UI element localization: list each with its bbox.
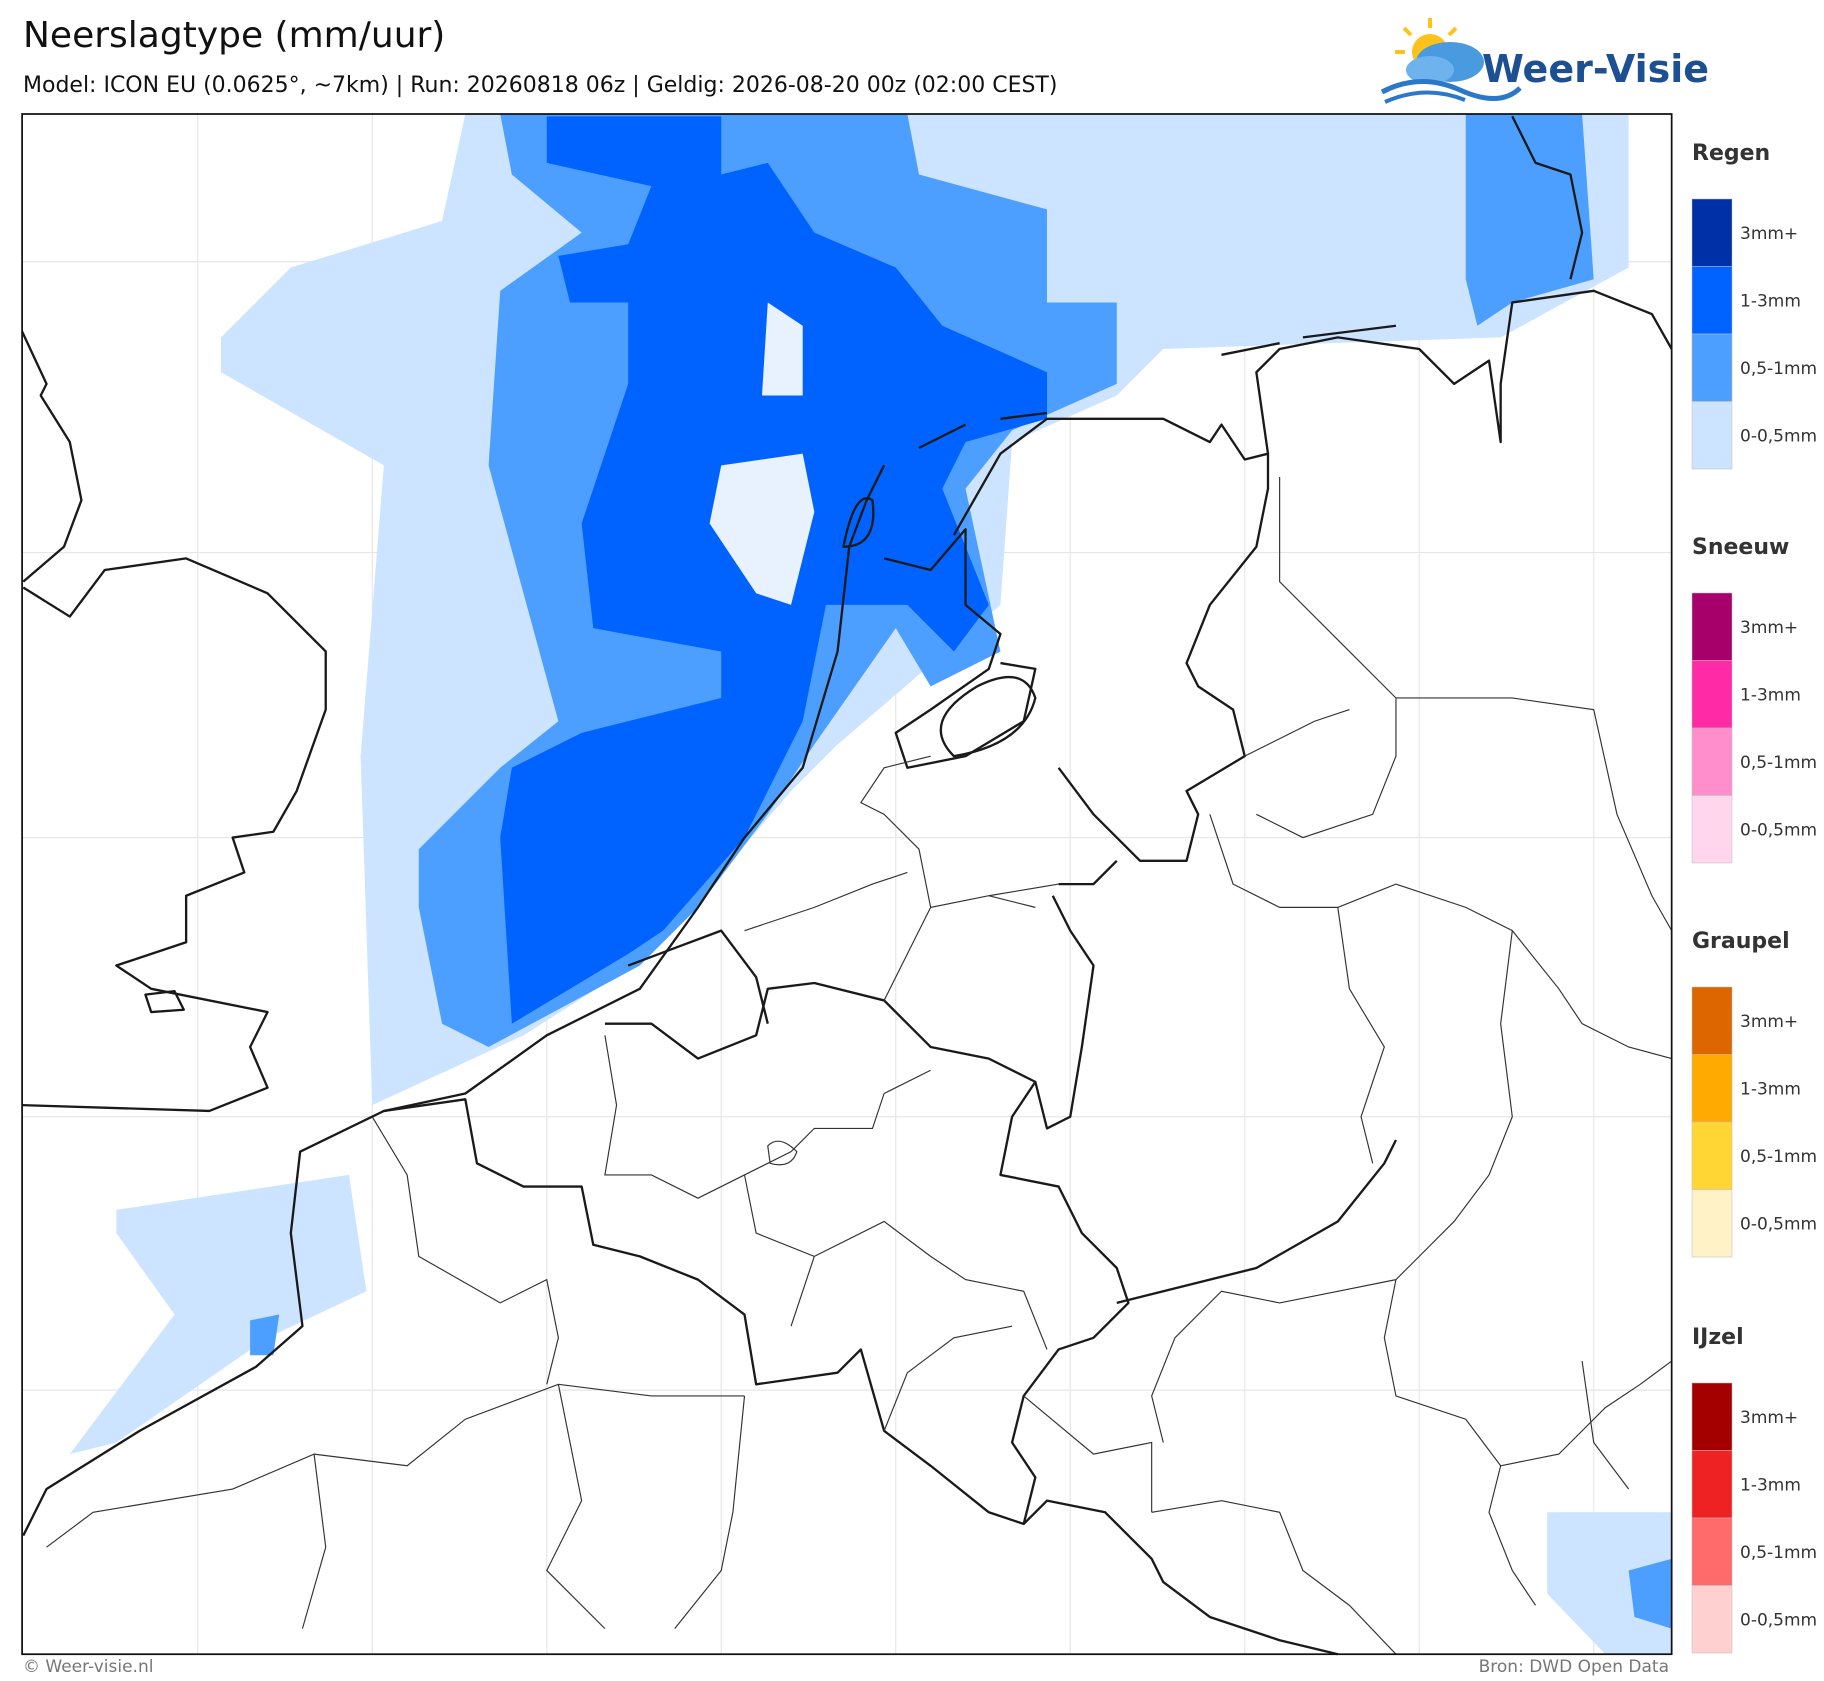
legend-label: 3mm+ bbox=[1740, 618, 1798, 638]
legend-label: 1-3mm bbox=[1740, 291, 1801, 311]
legend-swatch bbox=[1691, 1450, 1733, 1519]
footer-credit: © Weer-visie.nl bbox=[23, 1657, 153, 1677]
legend-label: 0,5-1mm bbox=[1740, 359, 1817, 379]
legend-swatch bbox=[1691, 1382, 1733, 1451]
legend-label: 0,5-1mm bbox=[1740, 1147, 1817, 1167]
legend-swatch bbox=[1691, 660, 1733, 729]
precipitation bbox=[69, 114, 1672, 1655]
legend-label: 1-3mm bbox=[1740, 1475, 1801, 1495]
legend-swatch bbox=[1691, 266, 1733, 335]
legend-swatch bbox=[1691, 333, 1733, 402]
legend-title: Sneeuw bbox=[1692, 535, 1789, 560]
map bbox=[21, 113, 1673, 1656]
legend-label: 0,5-1mm bbox=[1740, 753, 1817, 773]
legend-label: 1-3mm bbox=[1740, 685, 1801, 705]
borders bbox=[46, 453, 1673, 1656]
legend-swatch bbox=[1691, 198, 1733, 267]
legend-title: IJzel bbox=[1692, 1325, 1744, 1350]
legend-label: 3mm+ bbox=[1740, 1408, 1798, 1428]
legend-swatch bbox=[1691, 592, 1733, 661]
legend: Regen 3mm+ 1-3mm 0,5-1mm 0-0,5mm Sneeuw 3mm+ 1-… bbox=[1691, 141, 1817, 1654]
legend-label: 0-0,5mm bbox=[1740, 426, 1817, 446]
legend-label: 0-0,5mm bbox=[1740, 1214, 1817, 1234]
legend-swatch bbox=[1691, 401, 1733, 470]
subtitle: Model: ICON EU (0.0625°, ~7km) | Run: 20… bbox=[23, 73, 1057, 98]
legend-swatch bbox=[1691, 986, 1733, 1055]
legend-swatch bbox=[1691, 795, 1733, 864]
legend-title: Graupel bbox=[1692, 929, 1790, 954]
logo-text: Weer-Visie bbox=[1482, 47, 1709, 91]
title: Neerslagtype (mm/uur) bbox=[23, 15, 445, 56]
footer-source: Bron: DWD Open Data bbox=[1479, 1657, 1669, 1677]
legend-swatch bbox=[1691, 1517, 1733, 1586]
legend-swatch bbox=[1691, 1121, 1733, 1190]
legend-title: Regen bbox=[1692, 141, 1770, 166]
legend-swatch bbox=[1691, 727, 1733, 796]
legend-swatch bbox=[1691, 1054, 1733, 1123]
legend-label: 3mm+ bbox=[1740, 224, 1798, 244]
legend-label: 3mm+ bbox=[1740, 1012, 1798, 1032]
legend-label: 0-0,5mm bbox=[1740, 1610, 1817, 1630]
legend-swatch bbox=[1691, 1189, 1733, 1258]
legend-label: 0-0,5mm bbox=[1740, 820, 1817, 840]
coastlines bbox=[21, 115, 1673, 1537]
legend-swatch bbox=[1691, 1585, 1733, 1654]
logo: Weer-Visie bbox=[1380, 18, 1709, 104]
legend-label: 1-3mm bbox=[1740, 1079, 1801, 1099]
legend-label: 0,5-1mm bbox=[1740, 1543, 1817, 1563]
